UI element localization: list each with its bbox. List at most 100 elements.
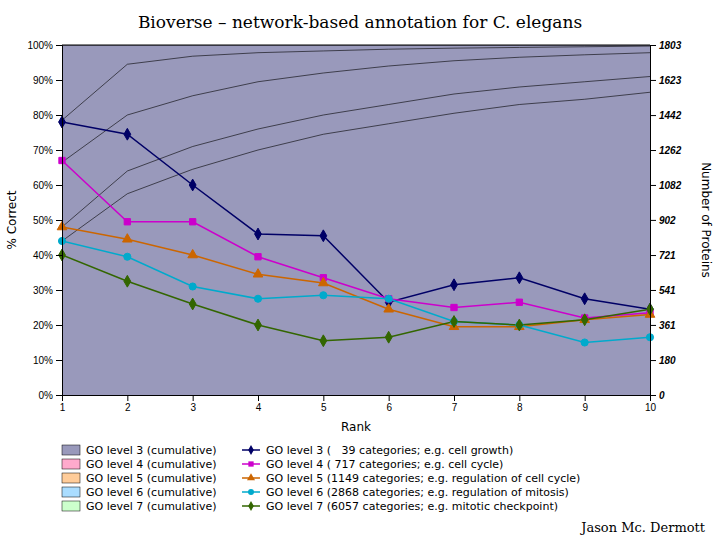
point	[451, 304, 457, 310]
axis: 12345678910	[60, 395, 657, 413]
tick: 361	[650, 320, 676, 331]
tick: 60%	[33, 180, 62, 191]
tick-mark	[193, 395, 194, 401]
tick-label: 0%	[39, 390, 54, 401]
area-border	[62, 92, 650, 241]
y-axis-title: % Correct	[5, 190, 19, 249]
tick-label: 2	[125, 402, 131, 413]
tick: 1262	[650, 145, 682, 156]
tick-label: 20%	[33, 320, 53, 331]
tick-label: 1082	[659, 180, 682, 191]
tick-label: 902	[659, 215, 676, 226]
tick-label: 1803	[659, 40, 682, 51]
legend-swatch	[62, 501, 80, 511]
tick: 5	[321, 395, 327, 413]
tick-label: 30%	[33, 285, 53, 296]
x-axis-title: Rank	[341, 420, 371, 434]
point	[190, 219, 196, 225]
legend-label: GO level 5 (1149 categories; e.g. regula…	[266, 472, 580, 485]
legend-label: GO level 6 (cumulative)	[86, 486, 217, 499]
point	[253, 269, 263, 277]
tick-mark	[650, 220, 656, 221]
legend-label: GO level 3 (cumulative)	[86, 444, 217, 457]
tick-label: 10	[645, 402, 657, 413]
tick-mark	[519, 395, 520, 401]
tick: 0%	[39, 390, 62, 401]
legend-label: GO level 5 (cumulative)	[86, 472, 217, 485]
legend-item: GO level 7 (6057 categories; e.g. mitoti…	[242, 500, 558, 513]
tick-mark	[585, 395, 586, 401]
tick-label: 60%	[33, 180, 53, 191]
axis-line	[651, 46, 657, 396]
point	[123, 234, 133, 242]
tick-label: 1	[60, 402, 66, 413]
annotation: Jason Mc. Dermott	[579, 520, 706, 535]
legend-label: GO level 7 (cumulative)	[86, 500, 217, 513]
tick: 10	[645, 395, 657, 413]
tick: 80%	[33, 110, 62, 121]
tick-mark	[650, 80, 656, 81]
tick: 10%	[33, 355, 62, 366]
point	[124, 128, 131, 140]
point	[124, 253, 131, 260]
point	[254, 295, 261, 302]
tick-label: 4	[256, 402, 262, 413]
legend-swatch	[62, 445, 80, 455]
tick: 7	[452, 395, 458, 413]
marks	[62, 45, 650, 395]
area	[62, 45, 650, 395]
tick-label: 100%	[27, 40, 53, 51]
tick: 70%	[33, 145, 62, 156]
tick: 30%	[33, 285, 62, 296]
legend-marker	[248, 501, 254, 511]
point	[581, 339, 588, 346]
tick-mark	[56, 360, 62, 361]
legend-label: GO level 7 (6057 categories; e.g. mitoti…	[266, 500, 558, 513]
line	[62, 255, 650, 341]
point	[516, 299, 522, 305]
legend-item: GO level 7 (cumulative)	[62, 500, 217, 513]
tick-mark	[323, 395, 324, 401]
area-border	[62, 53, 650, 163]
tick-label: 8	[517, 402, 523, 413]
axis-line	[56, 46, 63, 396]
tick-label: 1262	[659, 145, 682, 156]
tick-mark	[56, 150, 62, 151]
point	[255, 228, 262, 240]
point	[516, 319, 523, 331]
tick: 20%	[33, 320, 62, 331]
legend-marker	[247, 473, 255, 480]
title: Bioverse – network-based annotation for …	[138, 12, 582, 32]
point	[386, 296, 392, 302]
y2-axis-title: Number of Proteins	[699, 162, 713, 278]
tick: 1	[60, 395, 66, 413]
tick: 0	[650, 390, 665, 401]
tick-mark	[650, 360, 656, 361]
legend-marker	[248, 461, 253, 466]
tick: 2	[125, 395, 131, 413]
tick: 50%	[33, 215, 62, 226]
tick-label: 361	[659, 320, 676, 331]
tick-label: 10%	[33, 355, 53, 366]
tick-mark	[56, 185, 62, 186]
legend-item: GO level 6 (cumulative)	[62, 486, 217, 499]
tick-mark	[454, 395, 455, 401]
line	[62, 122, 650, 309]
tick-label: 541	[659, 285, 676, 296]
area-border	[62, 45, 650, 46]
point	[188, 249, 198, 257]
tick: 4	[256, 395, 262, 413]
legend-swatch	[62, 487, 80, 497]
legend-item: GO level 4 ( 717 categories; e.g. cell c…	[242, 458, 503, 471]
legend-label: GO level 4 (cumulative)	[86, 458, 217, 471]
legend-marker	[248, 489, 254, 495]
axis-line	[63, 396, 651, 402]
tick-label: 7	[452, 402, 458, 413]
tick-label: 5	[321, 402, 327, 413]
tick-mark	[650, 255, 656, 256]
point	[255, 319, 262, 331]
tick-label: 1442	[659, 110, 682, 121]
tick-label: 1623	[659, 75, 682, 86]
frame-line	[62, 45, 650, 46]
tick-label: 50%	[33, 215, 53, 226]
